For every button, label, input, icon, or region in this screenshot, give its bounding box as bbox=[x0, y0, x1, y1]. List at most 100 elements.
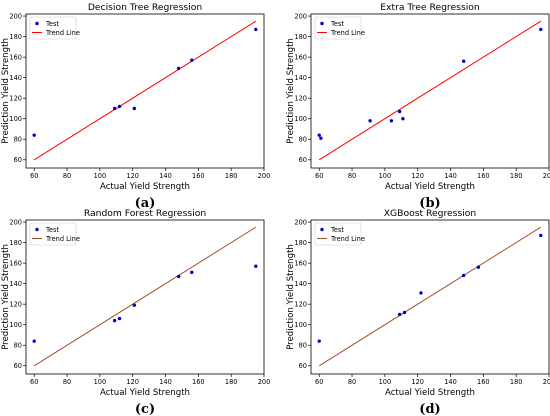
chart-panel: Random Forest Regression 60 80 100 120 140 160… bbox=[1, 208, 270, 416]
data-point bbox=[476, 265, 481, 269]
data-point bbox=[112, 318, 117, 323]
legend-box bbox=[314, 222, 362, 246]
data-point bbox=[317, 133, 321, 137]
y-axis-label: Prediction Yield Strength bbox=[286, 38, 296, 144]
x-tick-label: 100 bbox=[379, 172, 392, 180]
x-tick-label: 160 bbox=[192, 378, 205, 386]
y-tick-label: 120 bbox=[294, 300, 307, 308]
y-axis-label: Prediction Yield Strength bbox=[1, 244, 11, 350]
trend-line bbox=[318, 226, 542, 367]
y-tick-label: 160 bbox=[9, 259, 22, 267]
trend-line bbox=[33, 20, 257, 161]
chart-panel: XGBoost Regression 60 80 100 120 140 160 180 200… bbox=[286, 208, 550, 416]
x-tick-label: 120 bbox=[126, 378, 139, 386]
panel-caption: (a) bbox=[135, 196, 156, 211]
plot-frame bbox=[25, 219, 265, 375]
x-tick-label: 100 bbox=[94, 378, 107, 386]
x-axis-label: Actual Yield Strength bbox=[385, 182, 475, 192]
legend-box bbox=[314, 16, 362, 40]
data-point bbox=[317, 339, 321, 343]
y-tick-label: 60 bbox=[299, 362, 307, 370]
data-point bbox=[397, 312, 402, 317]
legend-label-test: Test bbox=[330, 20, 344, 28]
x-tick-label: 160 bbox=[477, 378, 490, 386]
x-axis-label: Actual Yield Strength bbox=[100, 182, 190, 192]
x-tick-label: 160 bbox=[477, 172, 490, 180]
data-point bbox=[389, 119, 394, 123]
data-point bbox=[32, 133, 36, 137]
trend-line bbox=[318, 20, 542, 161]
legend-label-trend: Trend Line bbox=[330, 235, 365, 243]
legend-box bbox=[29, 222, 77, 246]
x-tick-label: 140 bbox=[444, 378, 457, 386]
x-tick-label: 180 bbox=[225, 378, 238, 386]
y-tick-label: 180 bbox=[9, 239, 22, 247]
x-tick-label: 200 bbox=[543, 378, 550, 386]
y-tick-label: 60 bbox=[299, 156, 307, 164]
data-point bbox=[190, 58, 194, 62]
x-tick-label: 80 bbox=[348, 172, 356, 180]
x-tick-label: 60 bbox=[315, 172, 323, 180]
x-tick-label: 60 bbox=[30, 172, 38, 180]
legend-label-trend: Trend Line bbox=[45, 29, 80, 37]
x-tick-label: 120 bbox=[411, 378, 424, 386]
x-tick-label: 200 bbox=[543, 172, 550, 180]
data-point bbox=[254, 264, 258, 268]
chart-title: XGBoost Regression bbox=[384, 208, 477, 219]
chart-panel: Extra Tree Regression 60 80 100 120 140 160 180… bbox=[286, 2, 550, 211]
legend-label-test: Test bbox=[45, 226, 59, 234]
y-axis-label: Prediction Yield Strength bbox=[286, 244, 296, 350]
plot-frame bbox=[310, 219, 550, 375]
x-tick-label: 160 bbox=[192, 172, 205, 180]
y-tick-label: 120 bbox=[9, 300, 22, 308]
y-tick-label: 80 bbox=[14, 342, 22, 350]
chart-title: Decision Tree Regression bbox=[88, 2, 203, 13]
legend-marker-test bbox=[320, 21, 324, 26]
x-tick-label: 100 bbox=[379, 378, 392, 386]
y-tick-label: 160 bbox=[294, 259, 307, 267]
data-point bbox=[132, 106, 137, 111]
data-point bbox=[461, 59, 466, 63]
legend-label-test: Test bbox=[330, 226, 344, 234]
data-point bbox=[117, 316, 122, 321]
x-tick-label: 180 bbox=[510, 378, 523, 386]
y-tick-label: 100 bbox=[9, 115, 22, 123]
data-point bbox=[402, 310, 407, 315]
legend-label-trend: Trend Line bbox=[330, 29, 365, 37]
y-tick-label: 140 bbox=[294, 280, 307, 288]
y-tick-label: 200 bbox=[294, 12, 307, 20]
data-point bbox=[539, 27, 543, 32]
y-tick-label: 180 bbox=[9, 33, 22, 41]
data-point bbox=[132, 303, 137, 307]
data-point bbox=[32, 339, 36, 343]
data-point bbox=[112, 106, 117, 111]
legend-marker-test bbox=[320, 227, 324, 232]
y-tick-label: 100 bbox=[294, 115, 307, 123]
data-point bbox=[419, 291, 423, 295]
x-axis-label: Actual Yield Strength bbox=[385, 388, 475, 398]
data-point bbox=[176, 66, 181, 71]
panel-caption: (c) bbox=[135, 402, 155, 416]
x-tick-label: 120 bbox=[411, 172, 424, 180]
data-point bbox=[254, 27, 258, 32]
x-tick-label: 80 bbox=[348, 378, 356, 386]
y-tick-label: 60 bbox=[14, 156, 22, 164]
data-point bbox=[461, 273, 466, 278]
panel-caption: (b) bbox=[419, 196, 440, 211]
x-tick-label: 80 bbox=[63, 378, 71, 386]
x-tick-label: 140 bbox=[159, 172, 172, 180]
legend-label-test: Test bbox=[45, 20, 59, 28]
x-tick-label: 200 bbox=[258, 378, 271, 386]
data-point bbox=[117, 104, 122, 109]
y-tick-label: 160 bbox=[9, 53, 22, 61]
y-tick-label: 200 bbox=[294, 218, 307, 226]
y-tick-label: 80 bbox=[14, 136, 22, 144]
chart-title: Extra Tree Regression bbox=[380, 2, 480, 13]
y-tick-label: 120 bbox=[294, 94, 307, 102]
chart-title: Random Forest Regression bbox=[84, 208, 207, 219]
x-tick-label: 100 bbox=[94, 172, 107, 180]
x-tick-label: 80 bbox=[63, 172, 71, 180]
chart-panel: Decision Tree Regression 60 80 100 120 140 160… bbox=[1, 2, 270, 211]
y-tick-label: 80 bbox=[299, 342, 307, 350]
